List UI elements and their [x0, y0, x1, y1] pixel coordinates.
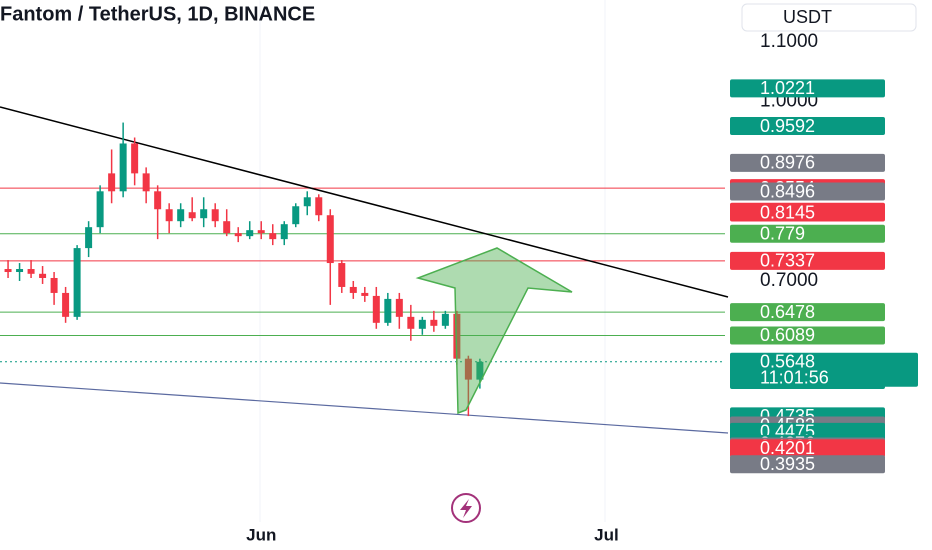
- price-badge: [730, 303, 885, 322]
- candle-body: [27, 269, 35, 274]
- price-badge: [730, 251, 885, 270]
- candle-body: [269, 233, 277, 240]
- candle-body: [223, 221, 231, 234]
- countdown: 11:01:56: [760, 368, 829, 388]
- last-price-label: 0.5648: [760, 352, 815, 372]
- candle-body: [108, 173, 116, 192]
- candle-body: [119, 143, 127, 192]
- candle-body: [73, 248, 81, 317]
- candle-body: [50, 277, 58, 293]
- candle-body: [407, 316, 415, 329]
- candle-body: [165, 209, 173, 222]
- candle-body: [234, 233, 242, 237]
- candle-body: [361, 292, 369, 296]
- price-badge-label: 0.7337: [760, 251, 815, 271]
- candle-body: [338, 263, 346, 287]
- trend-line: [0, 382, 729, 434]
- candle-body: [177, 209, 185, 222]
- candle-body: [85, 227, 93, 249]
- candle-body: [188, 212, 196, 219]
- chart-title: Fantom / TetherUS, 1D, BINANCE: [0, 3, 315, 25]
- replay-icon[interactable]: [451, 493, 481, 523]
- price-badge-label: 0.6478: [760, 302, 815, 322]
- candle-body: [303, 197, 311, 207]
- x-tick-label: Jul: [594, 525, 619, 544]
- x-tick-label: Jun: [246, 525, 276, 544]
- price-badge-label: 0.8976: [760, 153, 815, 173]
- price-badge: [730, 153, 885, 172]
- candle-body: [131, 143, 139, 174]
- candle-body: [39, 273, 47, 278]
- price-badge: [730, 224, 885, 243]
- candle-body: [418, 319, 426, 329]
- price-badge: [730, 203, 885, 222]
- candle-body: [96, 191, 104, 228]
- candle-body: [476, 361, 484, 380]
- candle-body: [441, 313, 449, 326]
- currency-button[interactable]: [741, 3, 917, 32]
- price-badge-label: 0.779: [760, 224, 805, 244]
- price-badge-label: 0.4201: [760, 438, 815, 458]
- price-badge: [730, 79, 885, 98]
- candle-body: [16, 269, 24, 273]
- y-tick-label: 1.1000: [760, 31, 818, 52]
- price-badge: [730, 117, 885, 136]
- last-price-badge: [730, 352, 918, 387]
- candle-body: [280, 224, 288, 240]
- price-badge: [730, 439, 885, 458]
- candle-body: [430, 319, 438, 326]
- candle-body: [4, 269, 12, 273]
- candle-body: [372, 295, 380, 323]
- candle-body: [395, 298, 403, 317]
- candle-body: [315, 197, 323, 216]
- price-badge: [730, 182, 885, 201]
- icon-bolt[interactable]: [460, 499, 472, 518]
- price-badge-label: 0.3935: [760, 454, 815, 474]
- price-badge: [730, 455, 885, 474]
- price-badge-label: 0.8145: [760, 202, 815, 222]
- arrow-drawing: [415, 247, 573, 415]
- price-badge-label: 1.0221: [760, 78, 815, 98]
- candle-body: [154, 191, 162, 210]
- candle-body: [62, 292, 70, 317]
- candle-body: [384, 298, 392, 323]
- candle-body: [246, 230, 254, 237]
- trend-line: [0, 106, 729, 298]
- currency-label[interactable]: USDT: [783, 7, 832, 27]
- price-badge-label: 0.6089: [760, 325, 815, 345]
- candle-body: [200, 209, 208, 219]
- price-badge-label: 0.9592: [760, 116, 815, 136]
- candle-body: [464, 358, 472, 380]
- candle-body: [211, 209, 219, 222]
- price-badge: [730, 326, 885, 345]
- y-tick-label: 0.7000: [760, 270, 818, 291]
- candle-body: [257, 230, 265, 234]
- candle-body: [292, 206, 300, 225]
- candle-body: [142, 173, 150, 192]
- price-badge-label: 0.8496: [760, 181, 815, 201]
- candle-body: [326, 215, 334, 264]
- candle-body: [349, 286, 357, 293]
